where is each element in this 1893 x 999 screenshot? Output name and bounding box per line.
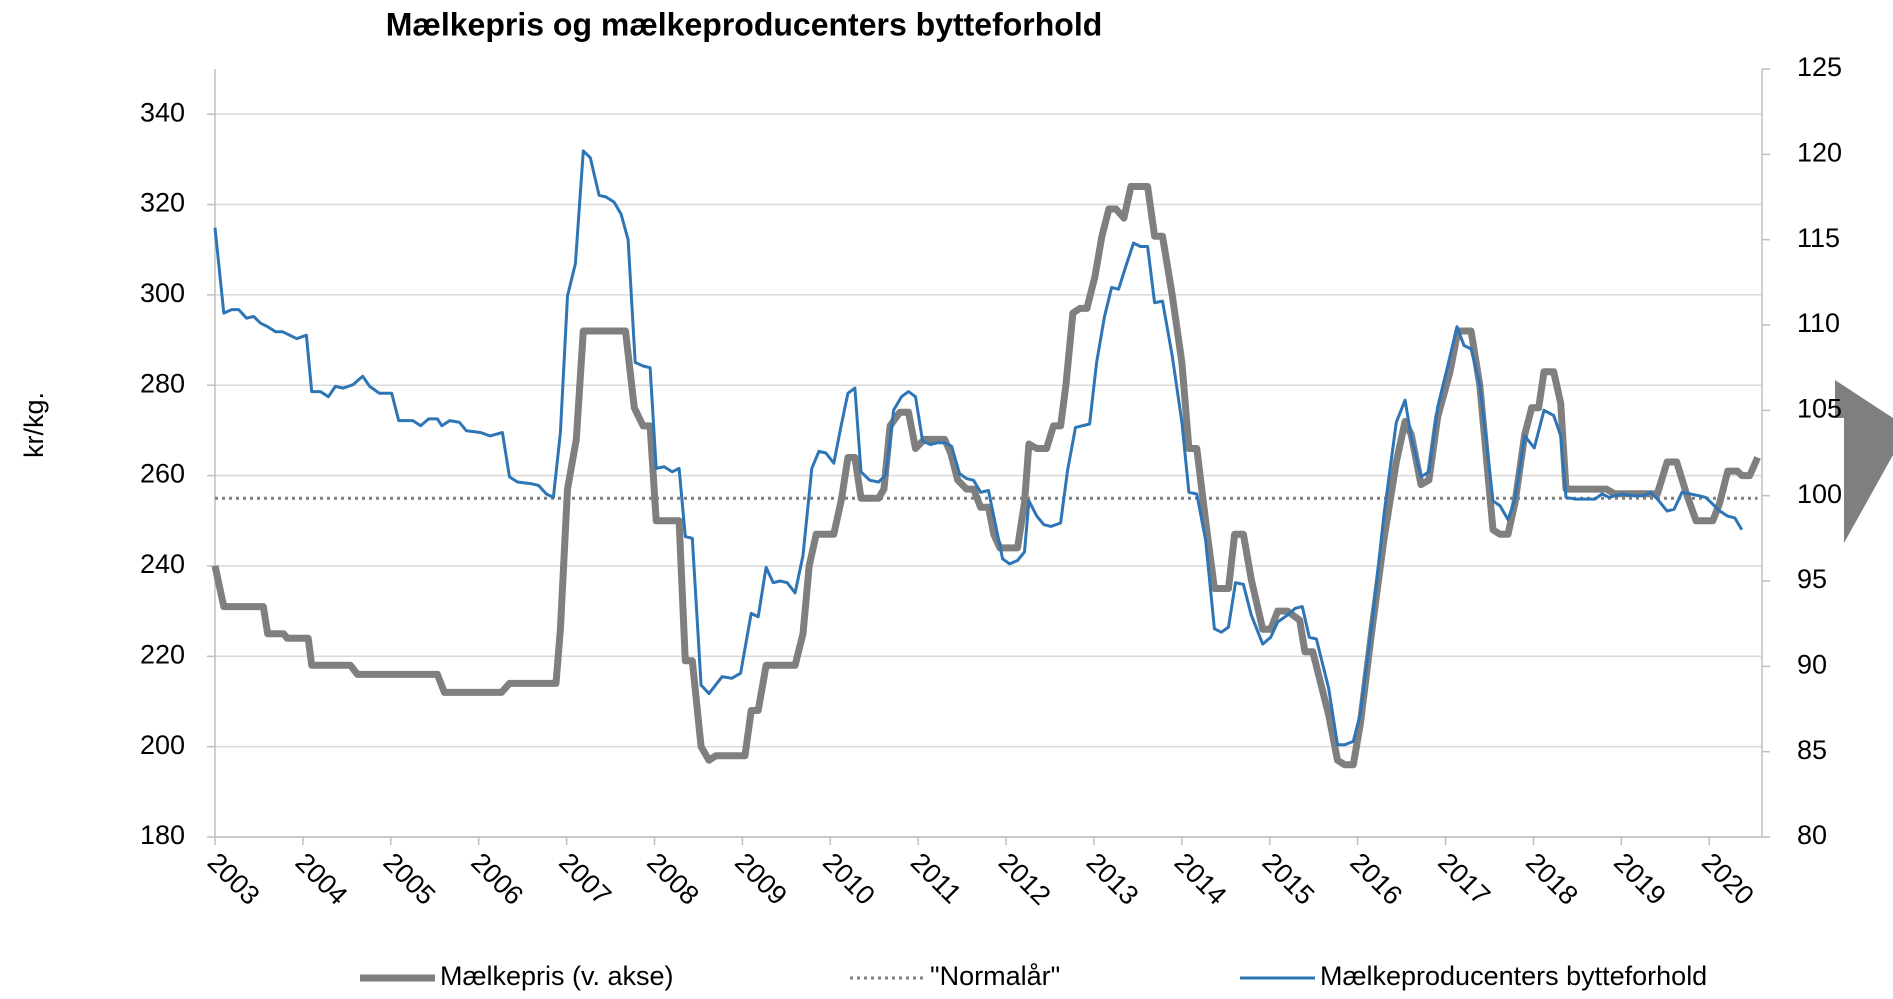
y2-tick-label: 90 bbox=[1797, 649, 1827, 679]
y-tick-label: 280 bbox=[140, 368, 185, 398]
y-tick-label: 320 bbox=[140, 188, 185, 218]
y2-tick-label: 95 bbox=[1797, 564, 1827, 594]
y-tick-label: 260 bbox=[140, 459, 185, 489]
y2-tick-label: 115 bbox=[1797, 223, 1840, 253]
x-tick-label: 2015 bbox=[1256, 847, 1320, 911]
x-tick-label: 2003 bbox=[202, 847, 266, 911]
x-tick-label: 2007 bbox=[553, 847, 617, 911]
series-line bbox=[213, 149, 1744, 747]
y2-tick-label: 100 bbox=[1797, 479, 1842, 509]
y-tick-label: 220 bbox=[140, 639, 185, 669]
y2-tick-label: 105 bbox=[1797, 393, 1842, 423]
x-tick-label: 2012 bbox=[993, 847, 1057, 911]
x-tick-label: 2020 bbox=[1696, 847, 1760, 911]
y-tick-label: 240 bbox=[140, 549, 185, 579]
x-tick-label: 2009 bbox=[729, 847, 793, 911]
legend-label: "Normalår" bbox=[930, 961, 1060, 991]
x-tick-label: 2013 bbox=[1081, 847, 1145, 911]
x-tick-label: 2018 bbox=[1520, 847, 1584, 911]
y2-tick-label: 80 bbox=[1797, 820, 1827, 850]
y-axis-label: kr/kg. bbox=[19, 392, 49, 458]
y2-tick-label: 85 bbox=[1797, 735, 1827, 765]
x-tick-label: 2010 bbox=[817, 847, 881, 911]
x-tick-label: 2017 bbox=[1432, 847, 1496, 911]
y-tick-label: 180 bbox=[140, 820, 185, 850]
x-tick-label: 2004 bbox=[290, 847, 354, 911]
y-tick-label: 340 bbox=[140, 97, 185, 127]
y2-tick-label: 125 bbox=[1797, 52, 1842, 82]
chart-title: Mælkepris og mælkeproducenters bytteforh… bbox=[386, 6, 1103, 42]
x-tick-label: 2006 bbox=[465, 847, 529, 911]
series-line bbox=[211, 183, 1761, 769]
y-tick-label: 200 bbox=[140, 730, 185, 760]
legend-label: Mælkepris (v. akse) bbox=[440, 961, 674, 991]
x-tick-label: 2016 bbox=[1344, 847, 1408, 911]
x-tick-label: 2005 bbox=[378, 847, 442, 911]
x-tick-label: 2011 bbox=[905, 847, 967, 909]
y2-tick-label: 110 bbox=[1797, 308, 1840, 338]
x-tick-label: 2014 bbox=[1169, 847, 1233, 911]
y2-tick-label: 120 bbox=[1797, 137, 1842, 167]
legend-label: Mælkeproducenters bytteforhold bbox=[1320, 961, 1707, 991]
arrow-decoration bbox=[1835, 380, 1893, 543]
y-tick-label: 300 bbox=[140, 278, 185, 308]
x-tick-label: 2008 bbox=[641, 847, 705, 911]
x-tick-label: 2019 bbox=[1608, 847, 1672, 911]
